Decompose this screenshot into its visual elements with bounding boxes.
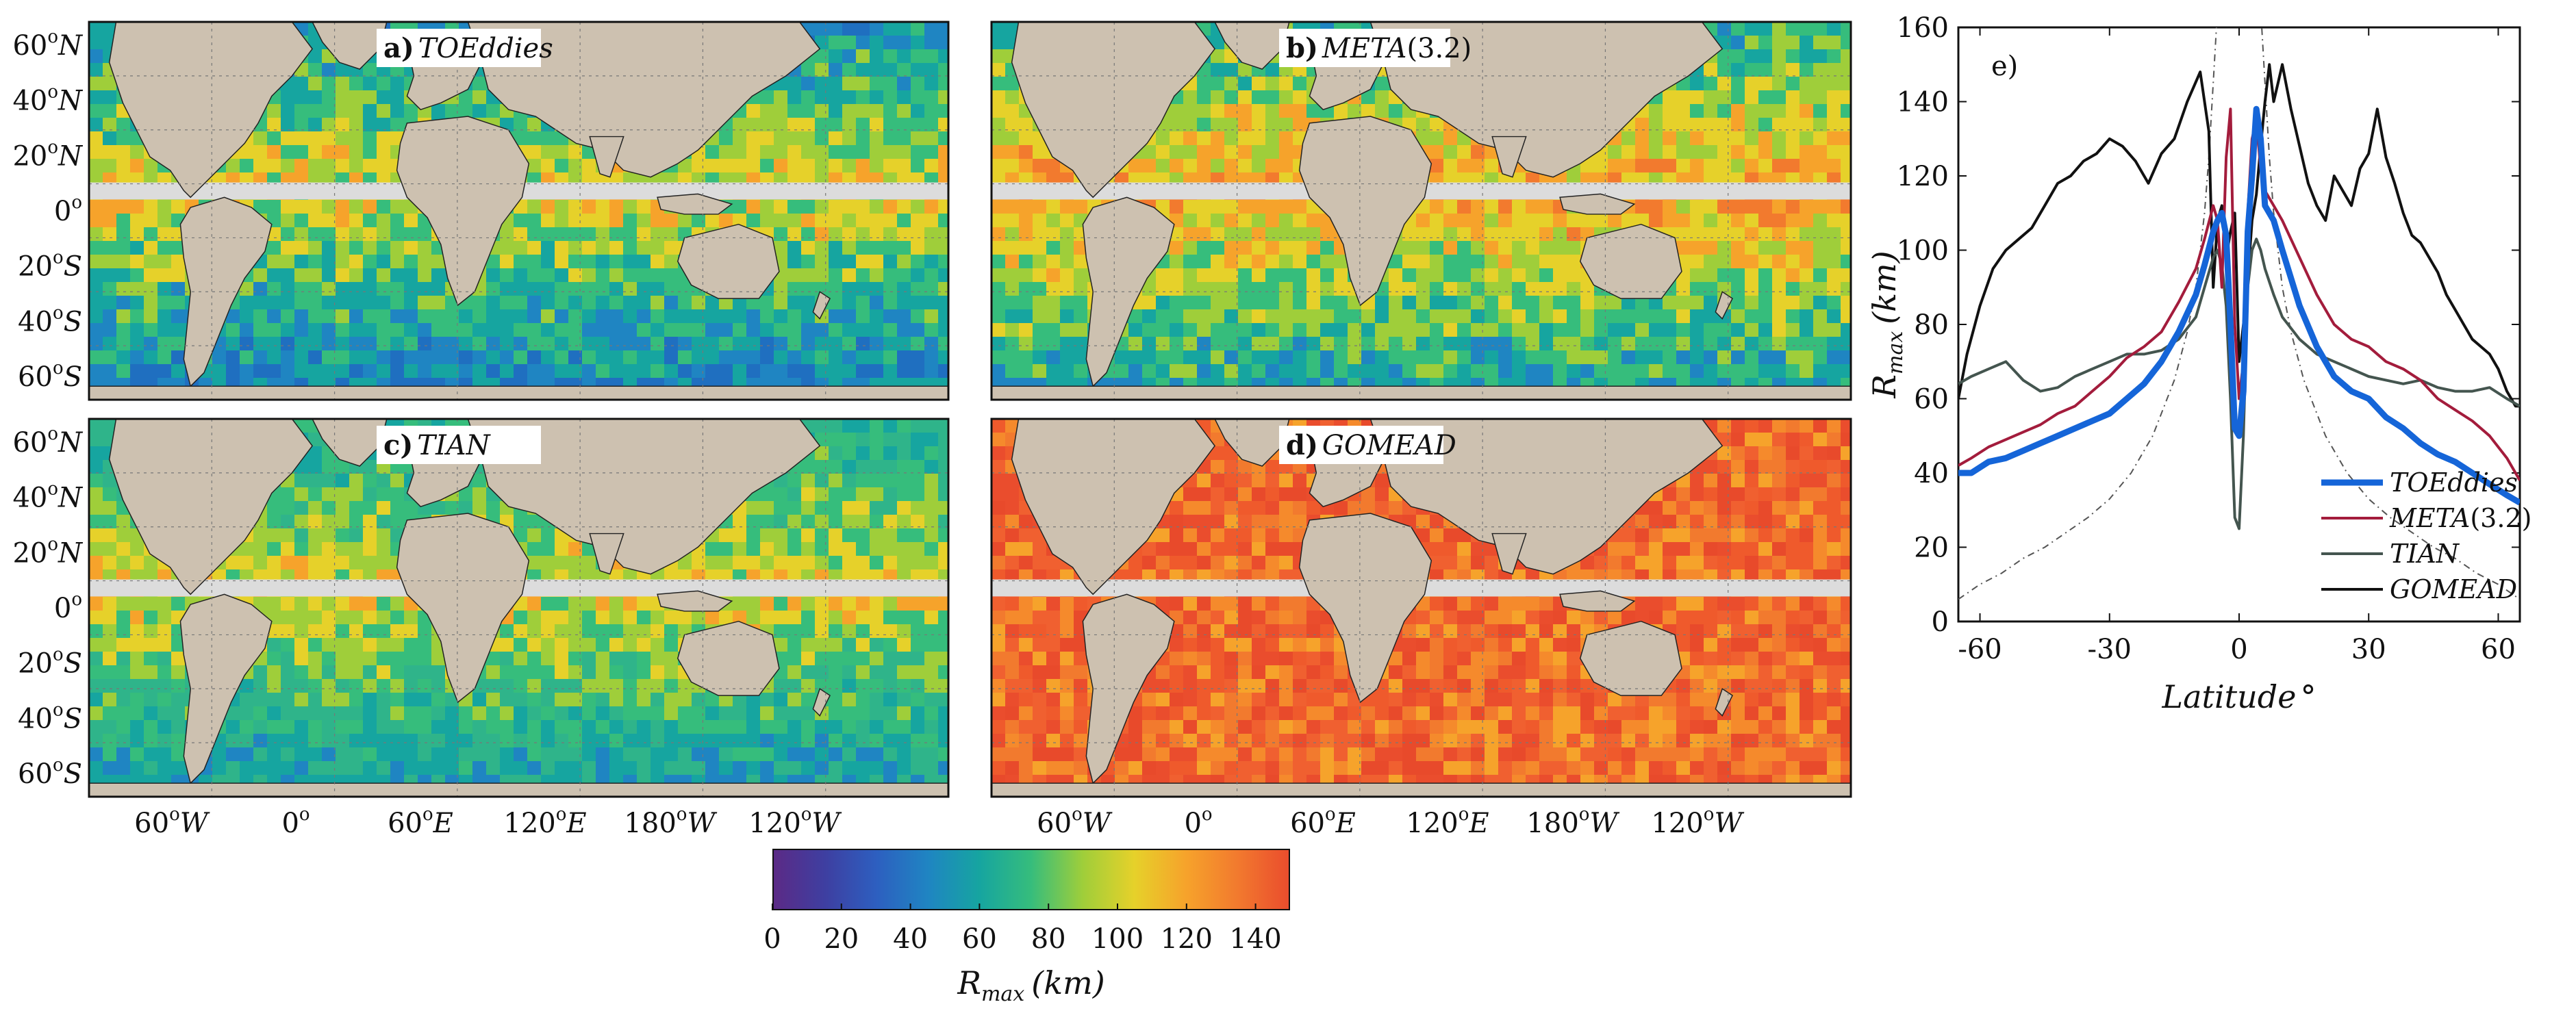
- y-tick-label: 120: [1897, 161, 1949, 192]
- colorbar-tick-label: 120: [1161, 923, 1213, 955]
- lon-tick-label: 120oE: [503, 804, 586, 839]
- colorbar-tick-label: 20: [824, 923, 859, 955]
- lon-tick-label: 120oE: [1406, 804, 1489, 839]
- lon-tick-label: 120oW: [1651, 804, 1744, 839]
- colorbar-tick-label: 100: [1091, 923, 1144, 955]
- y-tick-label: 20: [1914, 533, 1949, 564]
- map-panel-b: b) META(3.2): [990, 21, 1852, 401]
- legend-label: GOMEAD: [2390, 574, 2517, 604]
- lat-tick-label: 60oN: [12, 424, 84, 459]
- series-line-meta: [1958, 107, 2520, 481]
- map-panel-label: c) TIAN: [383, 429, 492, 461]
- continents: [89, 22, 948, 400]
- map-panel-d: d) GOMEAD 60oW 0o 60oE 120oE 180oW 120oW: [990, 418, 1852, 839]
- colorbar-tick-label: 80: [1031, 923, 1066, 955]
- lat-tick-label: 60oN: [12, 27, 84, 62]
- lon-tick-label: 60oW: [1037, 804, 1113, 839]
- lon-tick-label: 180oW: [624, 804, 717, 839]
- lat-tick-label: 20oN: [12, 534, 84, 569]
- series-line-gomead: [1958, 63, 2520, 408]
- series-line-toeddies: [1958, 105, 2520, 506]
- map-panel-label: b) META(3.2): [1286, 32, 1472, 64]
- legend-label: TOEddies: [2390, 467, 2518, 498]
- x-tick-label: -60: [1958, 634, 2002, 665]
- lon-tick-label: 60oW: [134, 804, 210, 839]
- lat-tick-label: 40oN: [12, 479, 84, 514]
- lon-tick-label: 180oW: [1526, 804, 1619, 839]
- colorbar-label: Rmax (km): [957, 964, 1104, 1006]
- chart-panel-label: e): [1991, 51, 2018, 82]
- x-tick-label: 30: [2351, 634, 2386, 665]
- series-line-tian: [1958, 238, 2520, 530]
- line-chart: 0 20 40 60 80 100 120 140 160 -60 -30 0 30 60 Latitude…: [1869, 12, 2531, 715]
- lat-tick-label: 40oS: [18, 700, 82, 734]
- x-tick-label: 0: [2230, 634, 2247, 665]
- map-panel-label: a) TOEddies: [383, 32, 553, 64]
- map-panel-c: c) TIAN 60oN 40oN 20oN 0o 20oS 40oS 60oS 60oW 0o 60…: [12, 418, 950, 839]
- series-line-reference: [1958, 27, 2520, 600]
- legend-label: META(3.2): [2389, 503, 2531, 533]
- lat-tick-label: 20oS: [18, 248, 82, 283]
- y-tick-label: 100: [1897, 235, 1949, 267]
- colorbar-tick-label: 140: [1229, 923, 1281, 955]
- y-tick-label: 40: [1914, 458, 1949, 489]
- lat-tick-label: 0o: [54, 589, 82, 624]
- continents: [992, 22, 1851, 400]
- legend-label: TIAN: [2390, 539, 2460, 569]
- lat-tick-label: 20oN: [12, 137, 84, 172]
- x-tick-label: 60: [2481, 634, 2516, 665]
- lat-tick-label: 60oS: [18, 755, 82, 790]
- y-tick-label: 160: [1897, 12, 1949, 44]
- colorbar-tick-label: 0: [763, 923, 781, 955]
- lat-tick-label: 60oS: [18, 358, 82, 393]
- y-tick-label: 140: [1897, 87, 1949, 118]
- lat-tick-label: 0o: [54, 192, 82, 227]
- lat-tick-label: 20oS: [18, 645, 82, 680]
- colorbar: [772, 849, 1290, 910]
- x-tick-label: -30: [2088, 634, 2132, 665]
- y-tick-label: 60: [1914, 384, 1949, 415]
- map-panel-a: a) TOEddies 60oN 40oN 20oN 0o 20oS 40oS 60oS: [12, 21, 950, 401]
- lat-tick-label: 40oN: [12, 82, 84, 117]
- lon-tick-label: 60oE: [1290, 804, 1356, 839]
- colorbar-tick-label: 60: [962, 923, 997, 955]
- x-axis-label: Latitude °: [2162, 678, 2316, 715]
- map-panel-label: d) GOMEAD: [1286, 429, 1456, 461]
- lon-tick-label: 120oW: [748, 804, 842, 839]
- colorbar-tick-label: 40: [893, 923, 928, 955]
- lon-tick-label: 0o: [281, 804, 310, 839]
- lon-tick-label: 0o: [1184, 804, 1212, 839]
- y-tick-label: 0: [1932, 606, 1949, 638]
- lon-tick-label: 60oE: [388, 804, 453, 839]
- colorbar-axis: 0 20 40 60 80 100 120 140 Rmax (km): [763, 903, 1282, 1006]
- y-tick-label: 80: [1914, 309, 1949, 341]
- lat-tick-label: 40oS: [18, 303, 82, 337]
- y-axis-label: Rmax(km): [1869, 251, 1908, 398]
